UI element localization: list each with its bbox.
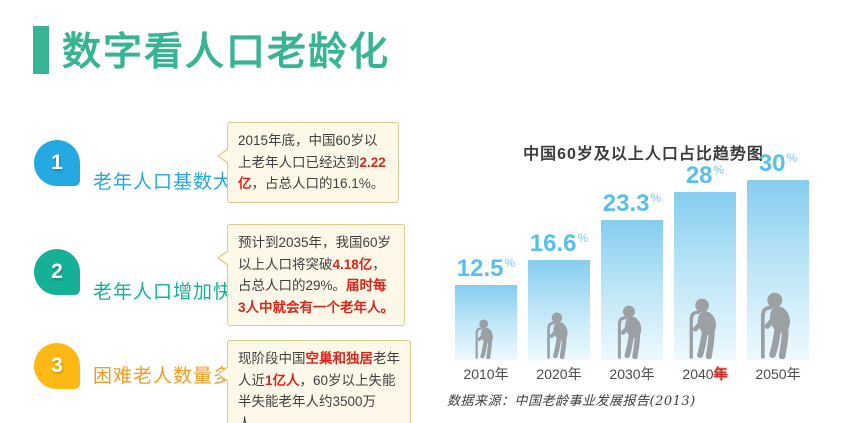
elderly-person-icon — [475, 319, 493, 359]
elderly-person-icon — [546, 312, 568, 359]
bar-value-label: 12.5% — [457, 251, 515, 281]
title-accent-bar — [33, 26, 49, 74]
bar-group: 30% 2050年 — [747, 146, 809, 382]
note-text: 老年人近 — [238, 351, 400, 388]
bar — [528, 260, 590, 360]
percent-sign: % — [650, 191, 662, 205]
chart-title: 中国60岁及以上人口占比趋势图 — [523, 146, 764, 163]
bar-group: 12.5% 2010年 — [455, 251, 517, 382]
note-text-highlight: 1亿人 — [265, 372, 300, 388]
item-number: 1 — [51, 151, 63, 174]
percent-sign: % — [786, 151, 798, 165]
note-text: ，60岁以上失能半失能老年人约3500万人。 — [238, 372, 396, 423]
bar-value-number: 28 — [685, 162, 713, 189]
bar-group: 23.3% 2030年 — [601, 186, 663, 382]
item-label: 老年人口基数大 — [93, 172, 234, 193]
item-label: 困难老人数量多 — [93, 366, 234, 387]
bar-year-label: 2040年 — [674, 364, 736, 384]
bar-year-label: 2020年 — [536, 366, 582, 382]
bar-value-number: 16.6 — [529, 230, 577, 257]
note-box: 现阶段中国空巢和独居老年人近1亿人，60岁以上失能半失能老年人约3500万人。 — [217, 340, 411, 423]
bar — [601, 220, 663, 360]
note-text: 2015年底，中国60岁以上老年人口已经达到 — [238, 133, 378, 170]
percent-sign: % — [504, 256, 516, 270]
bar-year-label: 2030年 — [609, 366, 655, 382]
item-number-bubble: 1 — [34, 140, 80, 186]
page-title: 数字看人口老龄化 — [62, 31, 391, 74]
bar — [674, 192, 736, 360]
note-text-highlight: 空巢和独居 — [305, 351, 374, 366]
bar-year-label: 2050年 — [755, 366, 801, 382]
bar-group: 16.6% 2020年 — [528, 226, 590, 382]
note-text: ，占总人口的29%。 — [238, 256, 386, 294]
elderly-person-icon — [617, 305, 642, 359]
item-number-bubble: 2 — [34, 249, 80, 295]
bar-value-number: 30 — [758, 150, 786, 177]
bar-value-label: 28% — [686, 158, 724, 188]
bar-area: 12.5% 2010年 16.6% 2020年 23.3% 2030年 28% 2040年 30… — [437, 140, 850, 382]
note-box: 预计到2035年，我国60岁以上人口将突破4.18亿，占总人口的29%。届时每3… — [217, 224, 405, 326]
bar-year-label: 2010年 — [463, 366, 509, 382]
note-text-highlight: 4.18亿 — [332, 256, 373, 272]
item-number: 3 — [51, 354, 63, 377]
item-number-bubble: 3 — [34, 343, 80, 389]
elderly-person-icon — [689, 298, 716, 359]
bar-value-label: 30% — [759, 146, 797, 176]
bar-value-number: 23.3 — [602, 190, 650, 217]
note-text-highlight: 2.22亿 — [238, 154, 386, 192]
bar-group: 28% 2040年 — [674, 158, 736, 382]
item-number: 2 — [51, 260, 63, 283]
bar — [747, 180, 809, 360]
note-text: 预计到2035年，我国60岁以上人口将突破 — [238, 235, 392, 272]
percent-sign: % — [713, 163, 725, 177]
item-label: 老年人口增加快 — [93, 282, 234, 303]
bar — [455, 285, 517, 360]
year-text: 2040 — [682, 366, 714, 382]
bar-value-number: 12.5 — [456, 255, 504, 282]
red-correction-mark: 年 — [713, 366, 728, 382]
note-box: 2015年底，中国60岁以上老年人口已经达到2.22亿，占总人口的16.1%。 — [217, 122, 399, 203]
bar-value-label: 23.3% — [603, 186, 661, 216]
note-text: ，占总人口的16.1%。 — [251, 176, 385, 191]
population-trend-chart: 中国60岁及以上人口占比趋势图 12.5% 2010年 16.6% 2020年 23.3… — [437, 140, 850, 423]
data-source-note: 数据来源：中国老龄事业发展报告(2013) — [447, 394, 696, 409]
note-text: 现阶段中国 — [238, 351, 306, 366]
percent-sign: % — [577, 231, 589, 245]
bar-value-label: 16.6% — [530, 226, 588, 256]
note-text-highlight: 届时每3人中就会有一个老年人。 — [238, 278, 395, 315]
elderly-person-icon — [760, 292, 790, 359]
